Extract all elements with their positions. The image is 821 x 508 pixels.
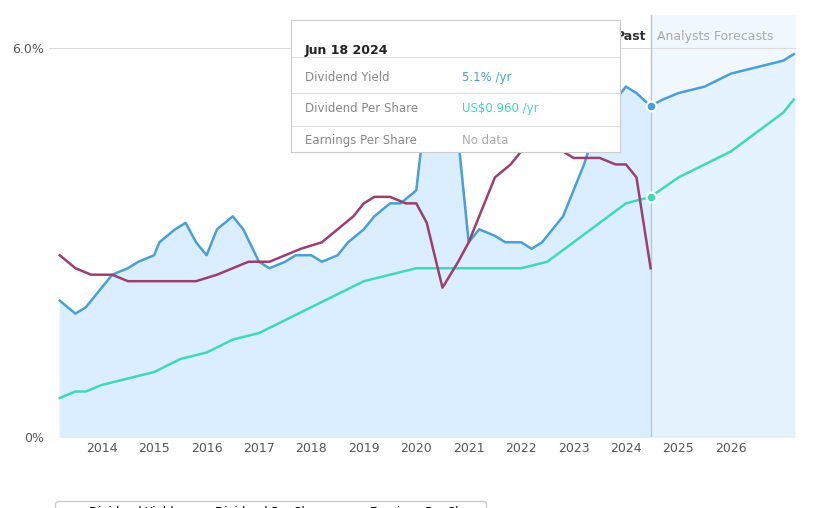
Text: No data: No data [462, 134, 508, 147]
Text: Past: Past [616, 30, 646, 43]
Text: US$0.960 /yr: US$0.960 /yr [462, 102, 539, 115]
Text: 5.1% /yr: 5.1% /yr [462, 71, 511, 83]
Text: Dividend Yield: Dividend Yield [305, 71, 389, 83]
Legend: Dividend Yield, Dividend Per Share, Earnings Per Share: Dividend Yield, Dividend Per Share, Earn… [55, 501, 486, 508]
Text: Dividend Per Share: Dividend Per Share [305, 102, 418, 115]
Text: Earnings Per Share: Earnings Per Share [305, 134, 416, 147]
Text: Jun 18 2024: Jun 18 2024 [305, 44, 388, 57]
Text: Analysts Forecasts: Analysts Forecasts [657, 30, 773, 43]
Bar [650, 15, 805, 437]
